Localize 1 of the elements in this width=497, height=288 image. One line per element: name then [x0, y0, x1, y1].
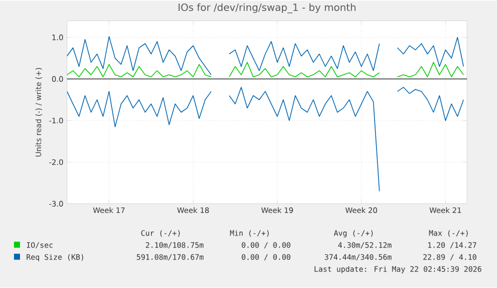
chart-title: IOs for /dev/ring/swap_1 - by month	[178, 3, 356, 14]
